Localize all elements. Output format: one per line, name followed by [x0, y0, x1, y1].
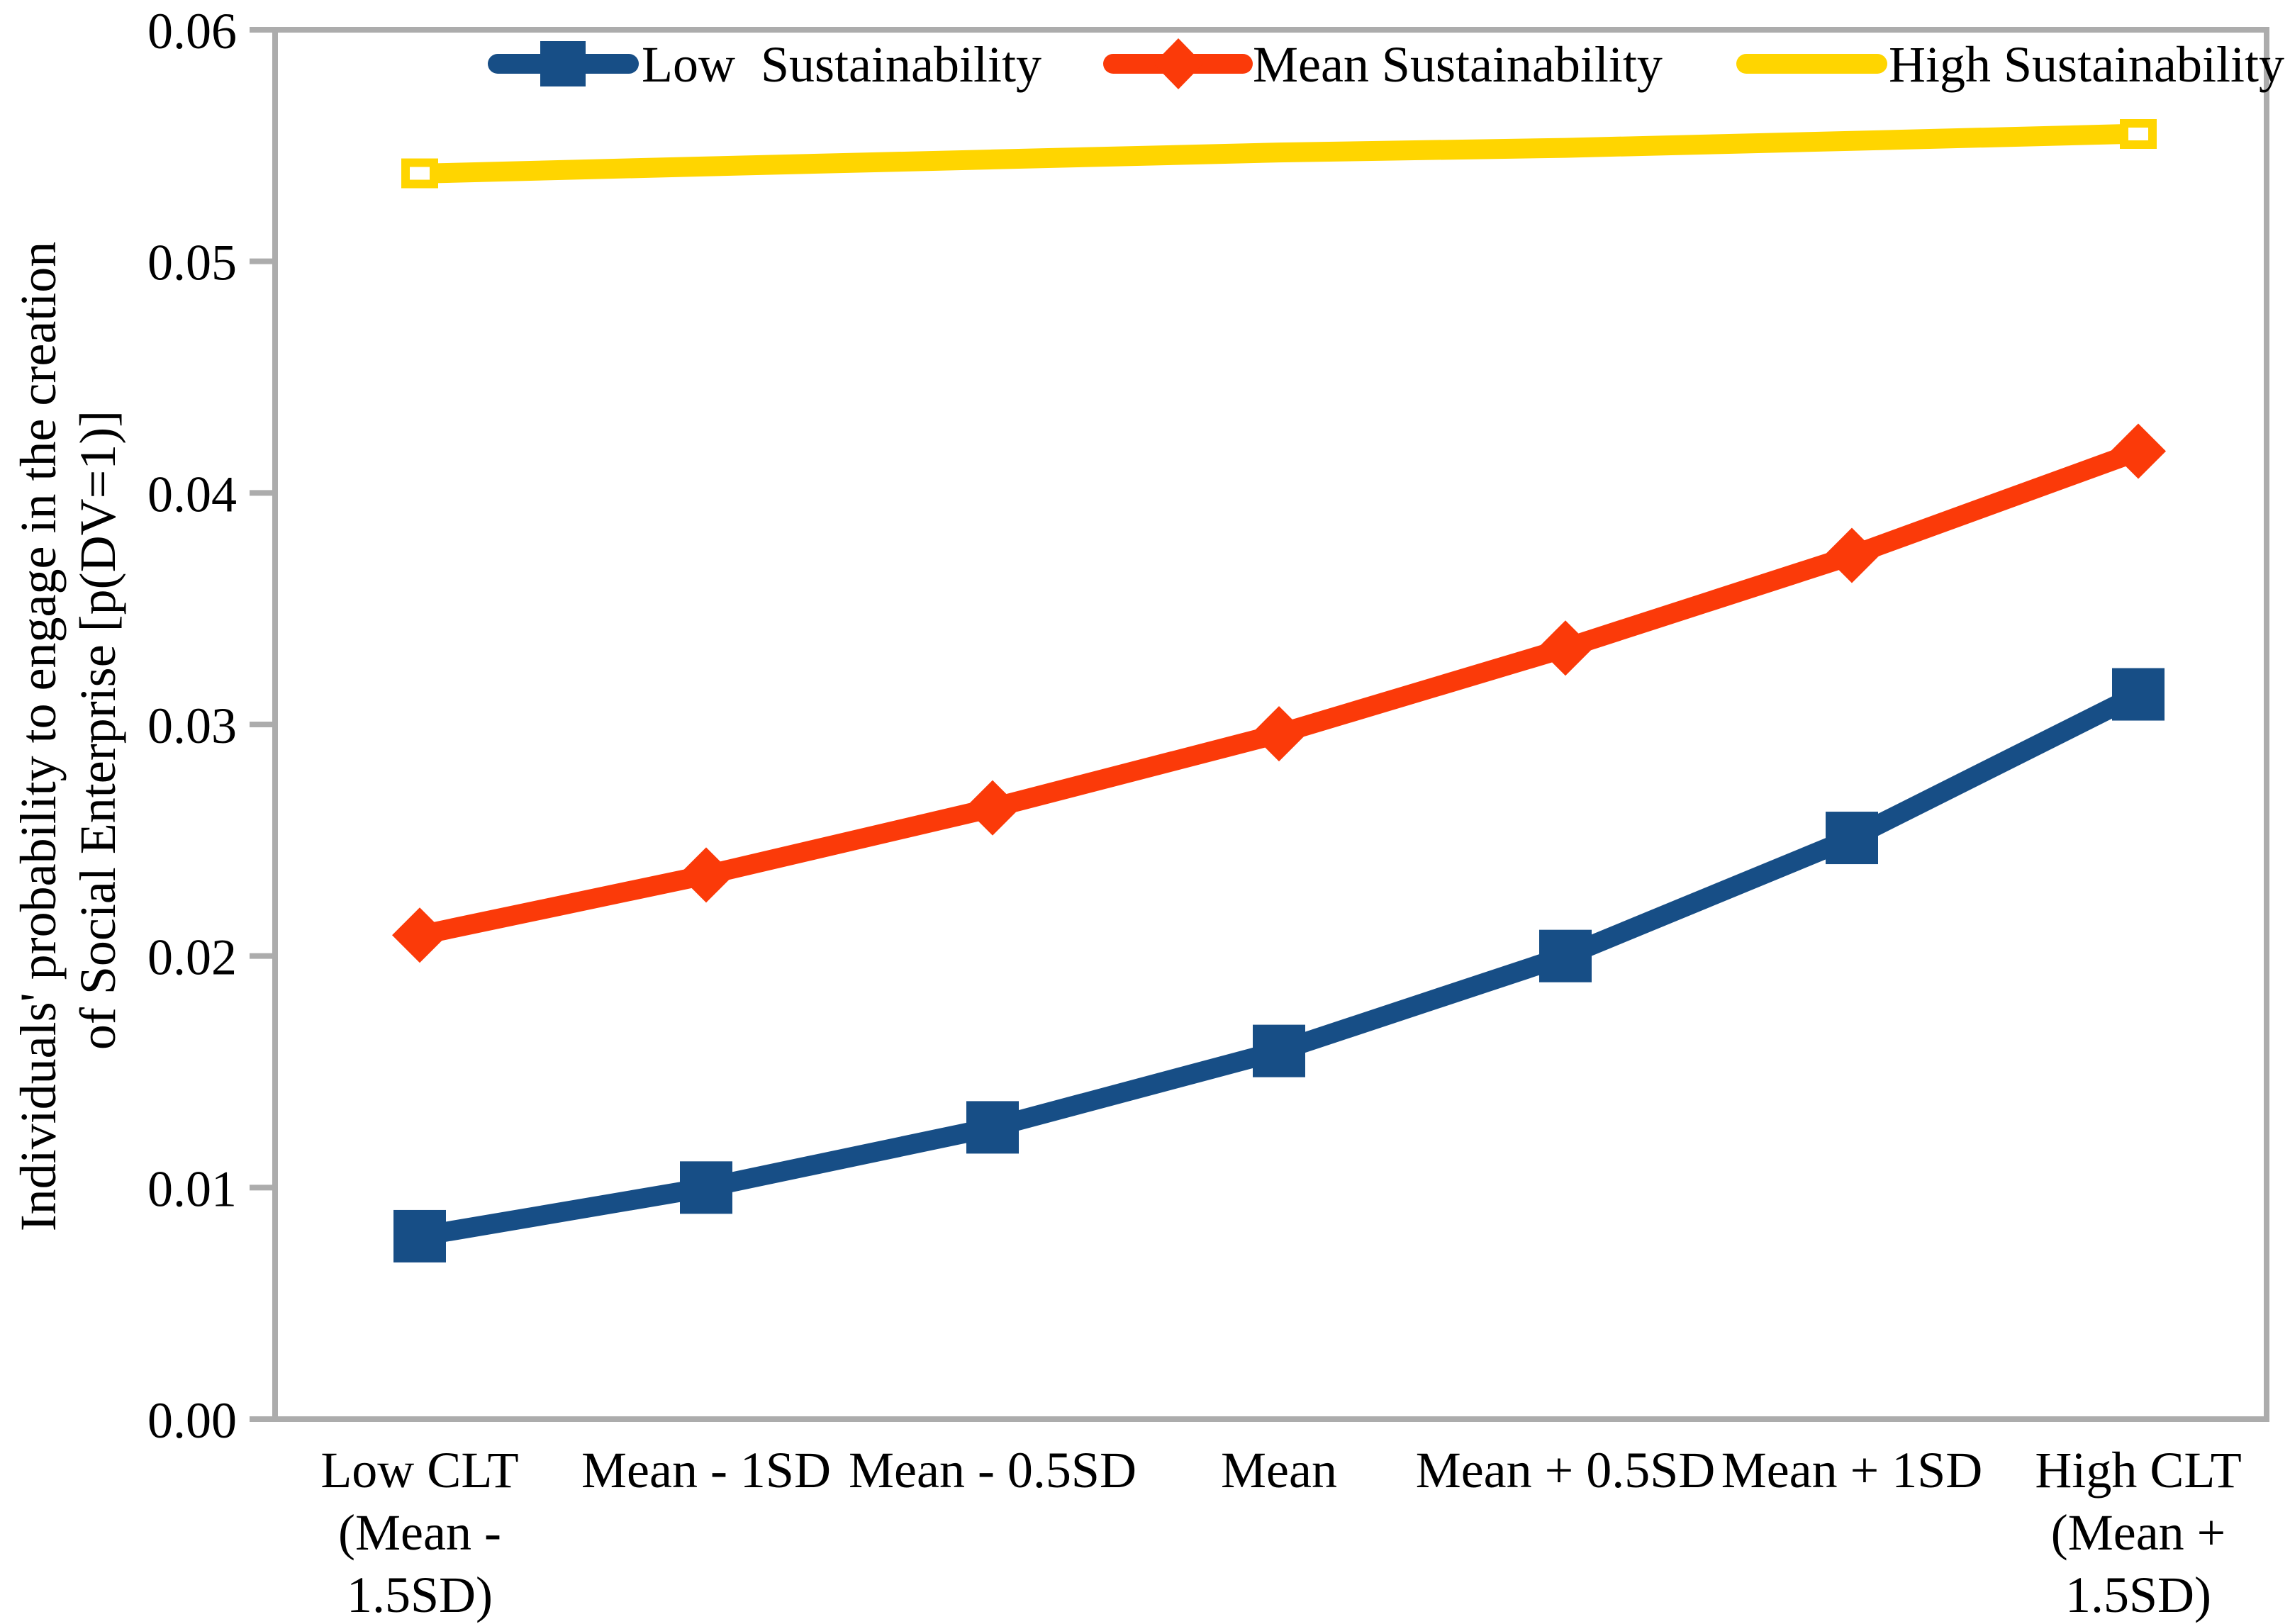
y-tick-label: 0.02: [147, 929, 237, 986]
marker-diamond-icon: [678, 847, 734, 903]
series-line-0: [410, 684, 2148, 1246]
y-tick-label: 0.00: [147, 1392, 237, 1449]
y-tick-label: 0.05: [147, 235, 237, 291]
legend: Low Sustainability Mean Sustainability H…: [488, 36, 2284, 93]
x-tick-label: Mean + 0.5SD: [1416, 1442, 1716, 1499]
series-line-1: [410, 441, 2148, 946]
marker-diamond-icon: [1824, 527, 1880, 583]
x-tick-label: Mean - 1SD: [581, 1442, 831, 1499]
marker-square-icon: [966, 1101, 1019, 1154]
marker-diamond-icon: [1538, 620, 1593, 676]
x-tick-label: Mean + 1SD: [1721, 1442, 1983, 1499]
y-tick-label: 0.03: [147, 698, 237, 754]
legend-label-high: High Sustainability: [1889, 36, 2284, 93]
marker-diamond-icon: [1251, 706, 1307, 762]
x-tick-label: High CLT (Mean +1.5SD): [2035, 1442, 2241, 1623]
legend-label-low: Low Sustainability: [642, 36, 1041, 93]
legend-label-mean: Mean Sustainability: [1253, 36, 1663, 93]
legend-marker-square-icon: [540, 41, 586, 86]
x-axis-labels: Low CLT (Mean -1.5SD) Mean - 1SD Mean - 0.5…: [320, 1442, 2241, 1623]
marker-square-icon: [1826, 812, 1878, 865]
marker-square-icon: [680, 1161, 732, 1214]
y-tick-label: 0.01: [147, 1160, 237, 1217]
marker-diamond-icon: [392, 907, 447, 963]
y-axis: 0.00 0.01 0.02 0.03 0.04 0.05 0.06: [147, 3, 275, 1449]
marker-diamond-icon: [965, 780, 1020, 836]
marker-square-icon: [1253, 1024, 1305, 1077]
x-tick-label: Low CLT (Mean -1.5SD): [320, 1442, 518, 1623]
marker-square-icon: [2112, 668, 2165, 721]
series-line-2: [421, 124, 2137, 184]
series: [392, 119, 2166, 1262]
y-axis-title: Individuals' probability to engage in th…: [10, 229, 126, 1232]
y-axis-title-line1: Individuals' probability to engage in th…: [10, 242, 67, 1232]
y-tick-label: 0.04: [147, 466, 237, 522]
marker-open-square-icon: [2120, 119, 2157, 149]
marker-square-icon: [393, 1209, 446, 1262]
x-tick-label: Mean - 0.5SD: [849, 1442, 1136, 1499]
y-axis-title-line2: of Social Enterprise [p(DV=1)]: [69, 410, 126, 1050]
y-tick-label: 0.06: [147, 3, 237, 60]
marker-open-square-icon: [401, 158, 438, 189]
marker-square-icon: [1539, 929, 1592, 982]
legend-marker-diamond-icon: [1154, 38, 1203, 89]
marker-diamond-icon: [2111, 423, 2166, 479]
x-tick-label: Mean: [1221, 1442, 1337, 1499]
